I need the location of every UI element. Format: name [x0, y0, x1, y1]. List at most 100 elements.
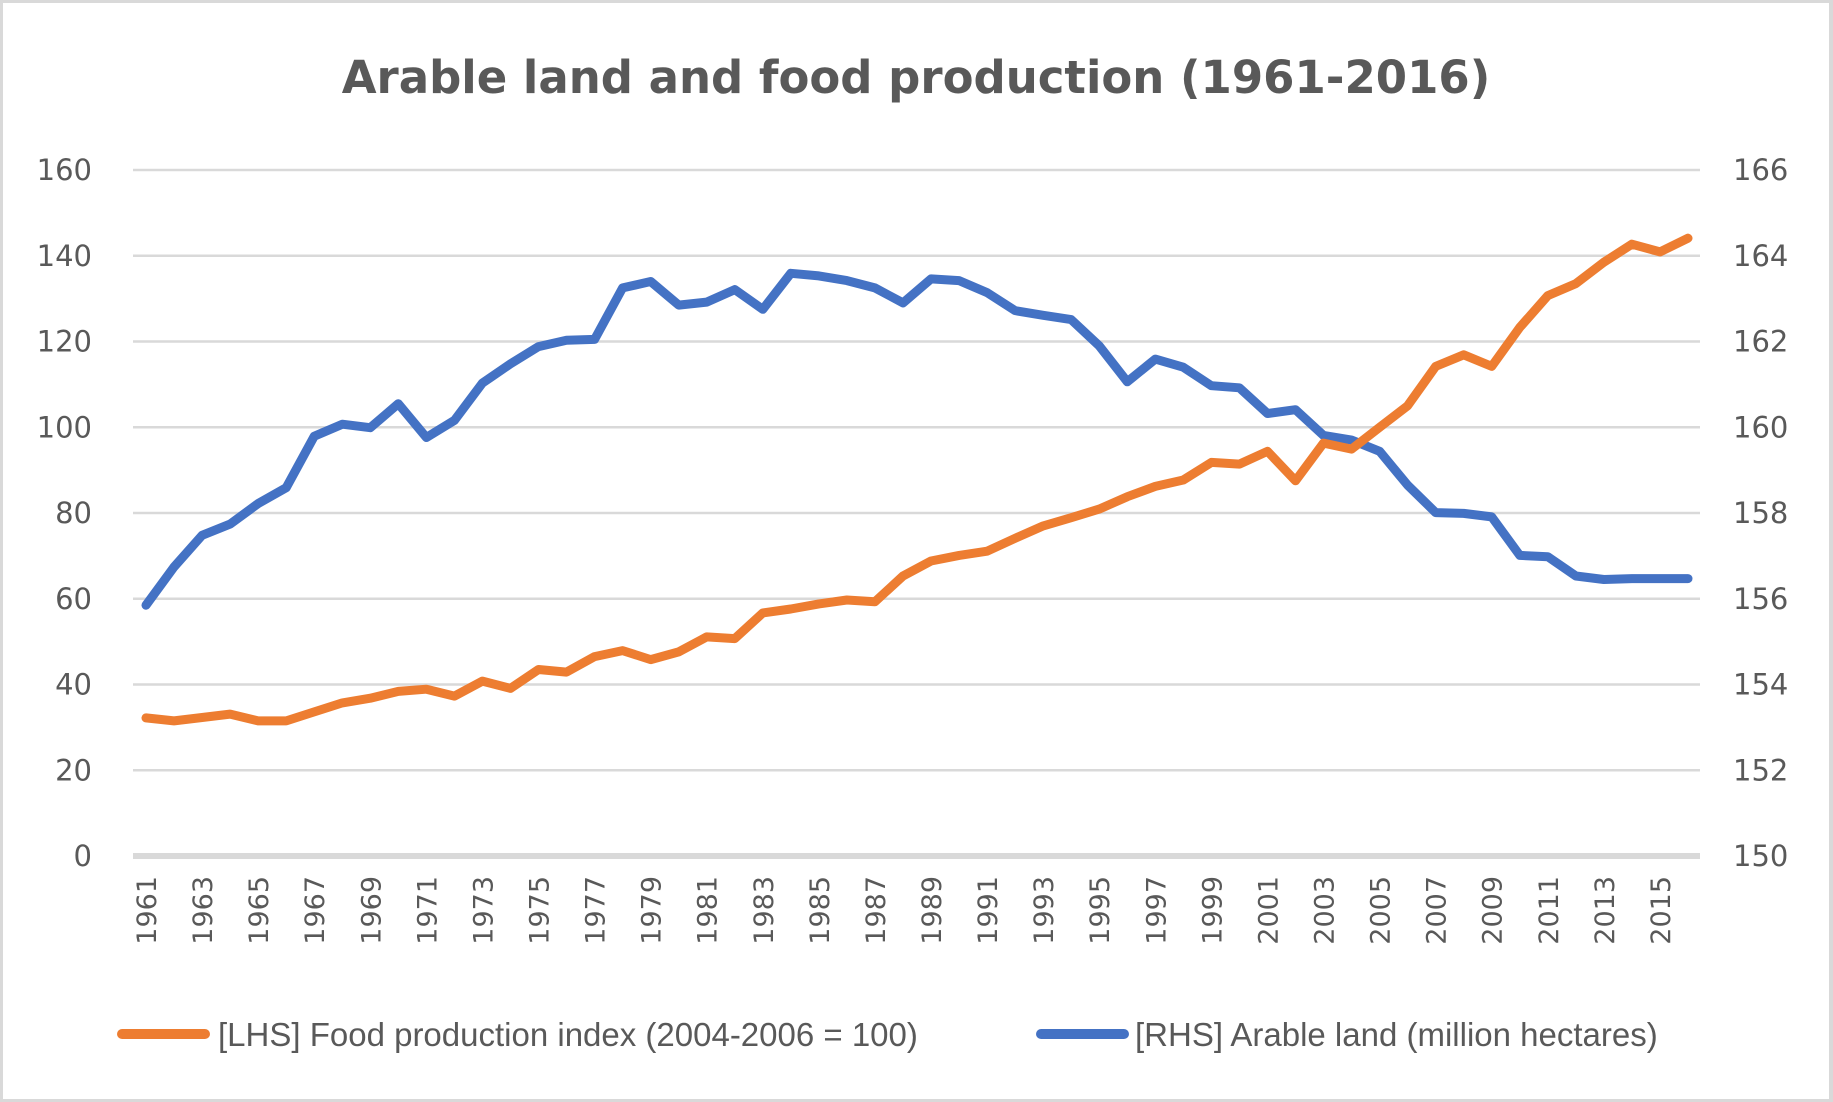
chart-frame [3, 3, 1829, 1099]
right-tick-label: 158 [1733, 496, 1788, 530]
data-point-food-production [650, 659, 652, 661]
data-point-arable-land [1407, 484, 1409, 486]
data-point-food-production [1351, 448, 1353, 450]
x-tick-label: 2015 [1646, 876, 1677, 945]
left-tick-label: 80 [55, 496, 92, 530]
legend-label-arable-land: [RHS] Arable land (million hectares) [1135, 1016, 1658, 1053]
x-tick-label: 1987 [861, 876, 892, 945]
data-point-arable-land [566, 339, 567, 341]
data-point-food-production [958, 554, 960, 556]
data-point-arable-land [1126, 381, 1128, 383]
left-tick-label: 120 [37, 325, 92, 359]
data-point-arable-land [1687, 578, 1689, 580]
x-axis-ticks: 1961 1963 1965 1967 1969 1971 1973 1975 1977 1979… [132, 876, 1677, 945]
legend: [LHS] Food production index (2004-2006 =… [117, 1016, 1658, 1053]
data-point-arable-land [538, 346, 539, 348]
data-point-arable-land [1463, 512, 1465, 514]
data-point-food-production [1547, 295, 1549, 297]
x-tick-label: 1975 [525, 876, 556, 945]
left-tick-label: 100 [37, 410, 92, 444]
data-point-arable-land [1603, 579, 1605, 580]
data-point-arable-land [1659, 578, 1661, 580]
x-tick-label: 2003 [1310, 876, 1341, 945]
data-point-arable-land [1631, 578, 1633, 580]
data-point-food-production [790, 608, 792, 610]
right-tick-label: 154 [1733, 668, 1788, 702]
data-point-food-production [481, 680, 483, 682]
data-point-food-production [1182, 479, 1184, 481]
left-tick-label: 40 [55, 668, 92, 702]
data-point-arable-land [594, 338, 596, 340]
data-point-arable-land [1182, 366, 1184, 368]
data-point-arable-land [1519, 554, 1521, 556]
data-point-food-production [1659, 251, 1661, 253]
data-point-food-production [1014, 537, 1016, 539]
right-tick-label: 150 [1733, 839, 1788, 873]
data-point-arable-land [1323, 434, 1324, 436]
data-point-food-production [1379, 426, 1381, 428]
x-tick-label: 1965 [244, 876, 275, 945]
data-point-food-production [145, 717, 147, 719]
data-point-arable-land [285, 487, 287, 489]
x-tick-label: 1963 [188, 876, 219, 945]
data-point-arable-land [425, 437, 427, 438]
data-point-food-production [986, 550, 988, 552]
data-point-arable-land [622, 287, 624, 289]
left-tick-label: 140 [37, 239, 92, 273]
data-point-arable-land [1042, 314, 1044, 316]
legend-item-arable-land[interactable]: [RHS] Arable land (million hectares) [1036, 1016, 1658, 1053]
data-point-food-production [201, 717, 203, 718]
data-point-food-production [762, 612, 764, 614]
data-point-arable-land [846, 280, 848, 282]
data-point-food-production [257, 720, 259, 722]
data-point-arable-land [678, 304, 680, 306]
data-point-food-production [1603, 261, 1605, 263]
x-tick-label: 2013 [1590, 876, 1621, 945]
x-tick-label: 1983 [749, 876, 780, 945]
x-tick-label: 2007 [1422, 876, 1453, 945]
x-tick-label: 1961 [132, 876, 163, 945]
right-tick-label: 156 [1733, 582, 1788, 616]
legend-item-food-production[interactable]: [LHS] Food production index (2004-2006 =… [117, 1016, 918, 1053]
data-point-arable-land [1379, 450, 1381, 452]
data-point-arable-land [1014, 310, 1016, 312]
data-point-food-production [678, 651, 680, 653]
data-point-arable-land [874, 287, 876, 289]
data-point-arable-land [1098, 345, 1100, 347]
data-point-arable-land [257, 503, 259, 505]
data-point-food-production [1267, 450, 1268, 452]
right-tick-label: 160 [1733, 410, 1788, 444]
x-tick-label: 2001 [1253, 876, 1284, 945]
data-point-arable-land [986, 292, 988, 294]
data-point-food-production [594, 656, 596, 658]
data-point-arable-land [902, 302, 904, 304]
data-point-food-production [566, 671, 567, 673]
data-point-food-production [173, 720, 175, 722]
data-point-food-production [397, 690, 399, 692]
data-point-arable-land [341, 423, 343, 425]
data-point-arable-land [706, 301, 708, 303]
data-point-food-production [510, 687, 511, 689]
x-tick-label: 1971 [412, 876, 443, 945]
x-tick-label: 1979 [637, 876, 668, 945]
data-point-arable-land [510, 363, 511, 365]
x-tick-label: 1977 [581, 876, 612, 945]
data-point-food-production [453, 695, 455, 697]
data-point-arable-land [1351, 439, 1353, 441]
data-point-food-production [1575, 283, 1577, 285]
data-point-arable-land [1154, 358, 1156, 360]
data-point-arable-land [1267, 413, 1268, 414]
left-tick-label: 20 [55, 753, 92, 787]
series-line-arable-land [141, 268, 1693, 610]
data-point-arable-land [930, 278, 932, 280]
data-point-food-production [1295, 480, 1296, 482]
x-tick-label: 1989 [917, 876, 948, 945]
data-point-food-production [1126, 496, 1128, 498]
left-tick-label: 0 [74, 839, 92, 873]
data-point-arable-land [650, 281, 652, 282]
data-point-food-production [1323, 442, 1324, 444]
data-point-food-production [1687, 237, 1689, 239]
left-axis-ticks: 0 20 40 60 80 100 120 140 160 [37, 153, 92, 873]
data-point-arable-land [1435, 512, 1437, 514]
